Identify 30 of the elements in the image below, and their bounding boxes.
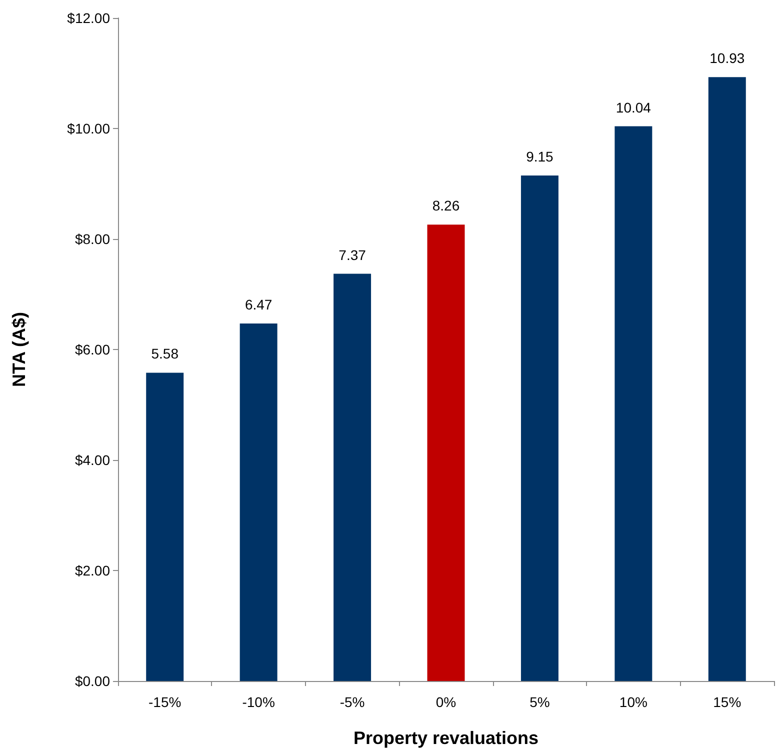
x-tick-label: 5% [530,694,550,710]
y-tick-label: $12.00 [67,10,110,26]
data-label: 10.04 [616,99,652,116]
bar [520,175,558,681]
x-tick-label: -10% [242,694,275,710]
data-label: 8.26 [432,198,460,214]
y-tick-label: $10.00 [67,120,110,136]
bar [240,324,278,681]
y-axis-title: NTA (A$) [9,312,29,387]
y-tick-label: $4.00 [74,452,110,468]
x-axis-title: Property revaluations [353,728,539,748]
y-tick-label: $2.00 [74,562,110,578]
y-tick-label: $6.00 [74,342,110,358]
x-tick-label: 15% [713,694,742,710]
data-label: 9.15 [526,148,554,164]
x-tick-label: 10% [619,694,648,710]
data-label: 7.37 [338,246,366,263]
x-tick-label: -15% [148,694,182,710]
data-label: 6.47 [244,296,272,313]
bar [614,126,652,681]
data-label: 10.93 [710,50,745,66]
x-tick-label: 0% [436,694,456,710]
bar [334,274,372,681]
data-label: 5.58 [151,346,179,362]
x-tick-label: -5% [340,694,365,710]
y-tick-label: $0.00 [74,673,110,689]
bar [427,224,465,681]
bar [146,372,184,681]
bar [708,77,746,681]
y-tick-label: $8.00 [74,231,110,247]
